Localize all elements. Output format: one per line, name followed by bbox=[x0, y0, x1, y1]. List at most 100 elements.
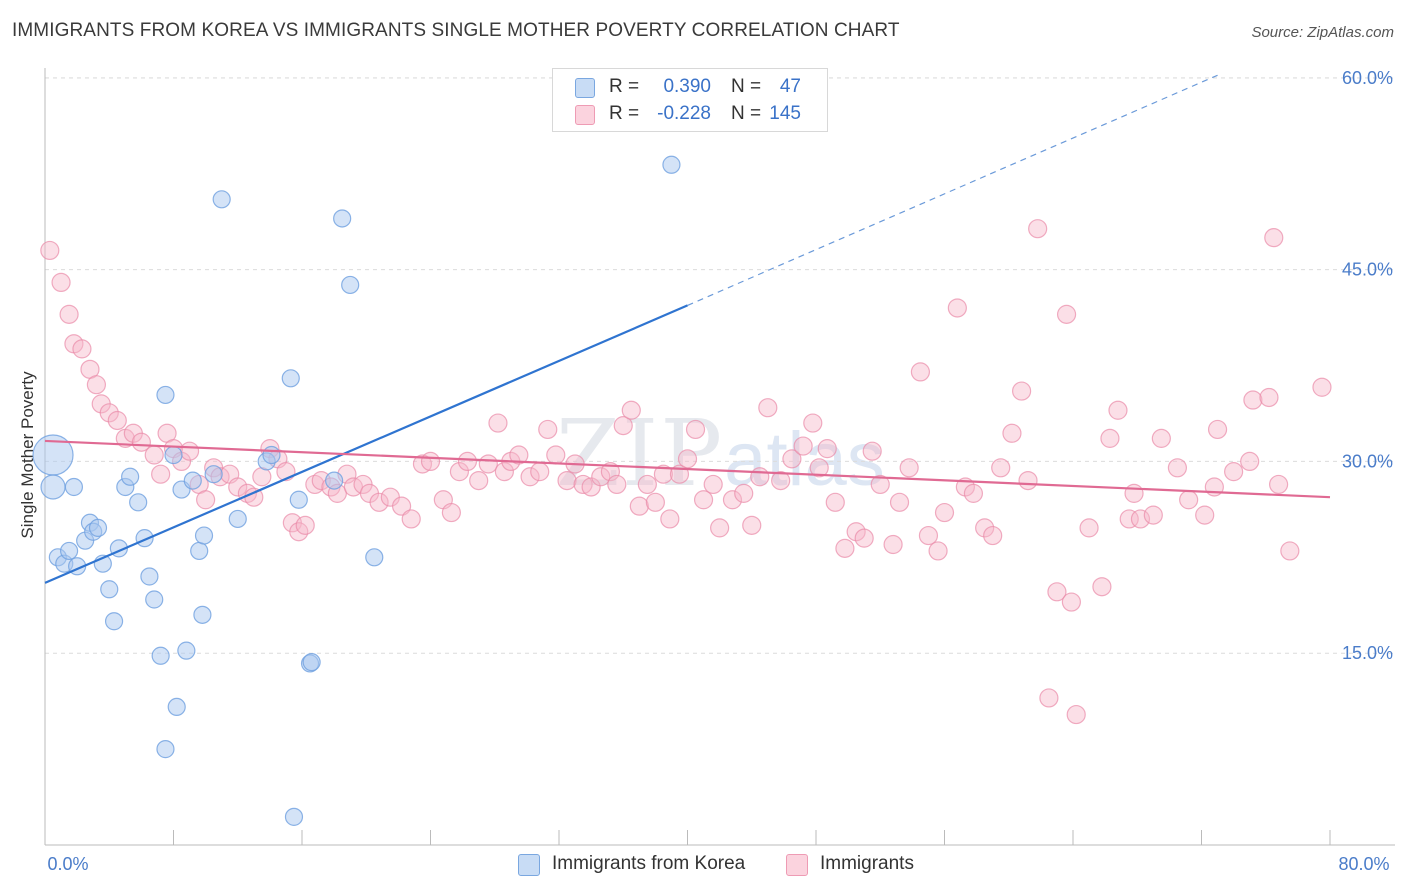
data-point-immigrants bbox=[793, 436, 813, 456]
data-point-immigrants bbox=[478, 454, 498, 474]
data-point-immigrants bbox=[629, 496, 649, 516]
data-point-immigrants bbox=[72, 339, 92, 359]
data-point-immigrants bbox=[809, 458, 829, 478]
data-point-immigrants bbox=[391, 496, 412, 516]
data-point-immigrants bbox=[1061, 592, 1081, 612]
data-point-korea bbox=[40, 474, 66, 500]
data-point-immigrants bbox=[144, 445, 164, 465]
data-point-korea bbox=[88, 518, 108, 537]
r-value: 0.390 bbox=[663, 76, 711, 97]
data-point-korea bbox=[177, 641, 196, 660]
y-tick-label: 60.0% bbox=[1342, 68, 1393, 88]
data-point-immigrants bbox=[1130, 509, 1151, 529]
data-point-korea bbox=[104, 612, 124, 631]
legend-label: Immigrants from Korea bbox=[552, 853, 746, 874]
data-point-immigrants bbox=[179, 441, 200, 461]
data-point-immigrants bbox=[557, 470, 577, 491]
y-tick-label: 30.0% bbox=[1342, 451, 1393, 471]
data-point-immigrants bbox=[86, 375, 107, 395]
data-point-immigrants bbox=[975, 518, 995, 538]
data-point-immigrants bbox=[1151, 428, 1171, 448]
data-point-korea bbox=[193, 605, 212, 624]
data-point-korea bbox=[289, 490, 308, 509]
legend-label: Immigrants bbox=[820, 853, 914, 874]
data-point-immigrants bbox=[835, 538, 855, 558]
data-point-immigrants bbox=[825, 492, 845, 512]
data-point-korea bbox=[100, 580, 119, 599]
data-point-immigrants bbox=[252, 467, 272, 487]
immigrants-swatch bbox=[575, 105, 595, 125]
x-tick-label-max: 80.0% bbox=[1338, 854, 1389, 874]
data-point-immigrants bbox=[369, 492, 389, 512]
data-point-immigrants bbox=[591, 467, 611, 487]
data-point-korea bbox=[156, 740, 175, 759]
trendline-korea-extension bbox=[687, 74, 1218, 306]
data-point-immigrants bbox=[1056, 304, 1077, 324]
data-point-immigrants bbox=[1167, 458, 1188, 478]
data-point-immigrants bbox=[1124, 483, 1144, 503]
data-point-immigrants bbox=[870, 474, 890, 495]
data-point-korea bbox=[212, 190, 231, 209]
data-point-immigrants bbox=[1011, 381, 1032, 401]
data-point-korea bbox=[262, 445, 281, 465]
data-point-immigrants bbox=[228, 477, 248, 497]
source-credit: Source: ZipAtlas.com bbox=[1251, 24, 1394, 41]
data-point-immigrants bbox=[1264, 228, 1284, 248]
data-point-korea bbox=[204, 465, 223, 484]
data-point-immigrants bbox=[1018, 470, 1038, 491]
data-point-korea bbox=[151, 646, 170, 665]
data-point-immigrants bbox=[983, 525, 1003, 546]
stats-legend: R = 0.390 N = 47 R = -0.228 N = 145 bbox=[552, 68, 828, 132]
data-point-korea bbox=[164, 445, 183, 465]
data-point-korea bbox=[190, 541, 209, 561]
korea-legend-swatch bbox=[518, 854, 540, 876]
data-point-immigrants bbox=[750, 467, 770, 487]
korea-swatch bbox=[575, 78, 595, 98]
n-value: 145 bbox=[769, 103, 801, 124]
data-point-immigrants bbox=[934, 502, 955, 523]
data-point-immigrants bbox=[1119, 509, 1139, 529]
data-point-korea bbox=[145, 590, 164, 609]
n-value: 47 bbox=[779, 76, 801, 97]
data-point-immigrants bbox=[963, 483, 984, 503]
data-point-immigrants bbox=[40, 240, 60, 261]
data-point-immigrants bbox=[99, 403, 119, 423]
r-label: R = bbox=[609, 103, 640, 124]
data-point-immigrants bbox=[722, 490, 743, 510]
data-point-immigrants bbox=[441, 502, 461, 523]
data-point-immigrants bbox=[817, 439, 837, 459]
data-point-immigrants bbox=[1066, 704, 1086, 725]
data-point-immigrants bbox=[883, 534, 903, 555]
data-point-korea bbox=[365, 548, 384, 567]
data-point-immigrants bbox=[710, 518, 730, 538]
trendline-korea bbox=[44, 304, 688, 584]
data-point-korea bbox=[228, 509, 247, 529]
data-point-immigrants bbox=[928, 541, 948, 561]
n-label: N = bbox=[731, 103, 762, 124]
data-point-immigrants bbox=[538, 419, 558, 440]
data-point-korea bbox=[194, 526, 214, 545]
data-point-immigrants bbox=[677, 449, 698, 469]
data-point-immigrants bbox=[918, 525, 939, 546]
data-point-immigrants bbox=[1079, 518, 1099, 538]
data-point-korea bbox=[64, 477, 84, 497]
data-point-immigrants bbox=[520, 467, 540, 487]
data-point-korea bbox=[281, 369, 300, 388]
data-point-immigrants bbox=[1092, 577, 1112, 597]
data-point-immigrants bbox=[660, 509, 680, 529]
data-point-immigrants bbox=[1108, 400, 1128, 420]
data-point-immigrants bbox=[1100, 428, 1120, 448]
data-point-korea bbox=[140, 567, 159, 586]
data-point-immigrants bbox=[910, 362, 931, 382]
data-point-immigrants bbox=[742, 515, 762, 535]
chart-title: IMMIGRANTS FROM KOREA VS IMMIGRANTS SING… bbox=[12, 20, 900, 41]
data-point-immigrants bbox=[782, 449, 802, 469]
data-point-immigrants bbox=[1028, 219, 1048, 239]
data-point-immigrants bbox=[771, 470, 791, 491]
data-point-immigrants bbox=[803, 413, 823, 433]
data-point-immigrants bbox=[449, 462, 470, 482]
series-legend: Immigrants from Korea Immigrants bbox=[0, 852, 1406, 878]
data-point-immigrants bbox=[685, 419, 706, 440]
data-point-immigrants bbox=[991, 458, 1011, 478]
data-point-korea bbox=[183, 471, 202, 490]
